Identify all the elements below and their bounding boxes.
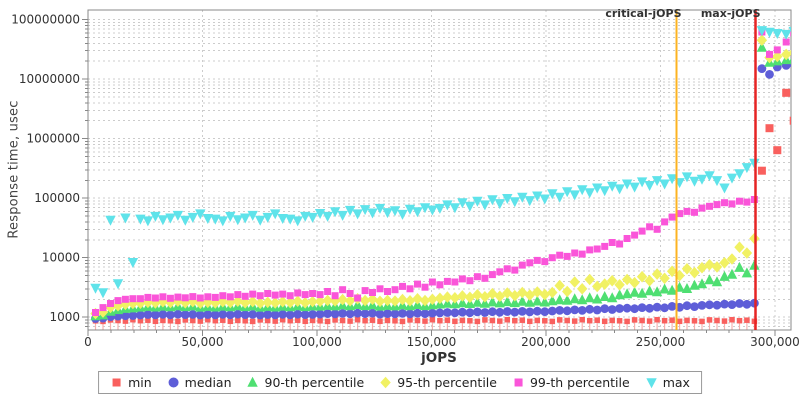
legend-item-p95: 95-th percentile — [379, 375, 497, 390]
legend-glyph-square-icon — [514, 378, 523, 387]
legend-item-median: median — [167, 375, 232, 390]
svg-text:100000000: 100000000 — [11, 13, 80, 27]
svg-text:100000: 100000 — [34, 191, 80, 205]
legend-label-median: median — [184, 375, 232, 390]
legend-label-p99: 99-th percentile — [529, 375, 630, 390]
legend: min median 90-th percentile 95-th percentil… — [98, 371, 702, 394]
legend-glyph-diamond-icon — [380, 376, 391, 389]
y-axis: 1000 10000 100000 1000000 10000000 100000000 — [11, 13, 88, 327]
svg-text:50,000: 50,000 — [181, 335, 223, 349]
series-p99 — [92, 28, 791, 316]
y-axis-label: Response time, usec — [6, 100, 22, 239]
legend-glyph-square-icon — [112, 378, 121, 387]
svg-text:250,000: 250,000 — [636, 335, 686, 349]
annotation-lines — [675, 10, 757, 330]
legend-item-max: max — [645, 375, 690, 390]
svg-text:300,000: 300,000 — [750, 335, 800, 349]
legend-item-p99: 99-th percentile — [512, 375, 630, 390]
max-jops-label: max-jOPS — [700, 7, 761, 20]
svg-text:150,000: 150,000 — [407, 335, 457, 349]
critical-jops-label: critical-jOPS — [605, 7, 682, 20]
legend-label-min: min — [128, 375, 152, 390]
svg-text:1000000: 1000000 — [27, 132, 80, 146]
series-p95 — [90, 34, 791, 320]
legend-label-p95: 95-th percentile — [397, 375, 497, 390]
series-max — [90, 26, 791, 299]
legend-glyph-triangle-up-icon — [247, 376, 259, 387]
legend-label-p90: 90-th percentile — [264, 375, 365, 390]
svg-text:10000: 10000 — [42, 251, 80, 265]
svg-text:200,000: 200,000 — [521, 335, 571, 349]
svg-text:1000: 1000 — [49, 310, 80, 324]
legend-item-min: min — [110, 375, 152, 390]
x-axis-label: jOPS — [421, 350, 457, 366]
svg-text:100,000: 100,000 — [292, 335, 342, 349]
svg-text:0: 0 — [84, 335, 92, 349]
x-axis: 0 50,000 100,000 150,000 200,000 250,000 300,0… — [84, 330, 800, 349]
legend-item-p90: 90-th percentile — [247, 375, 365, 390]
legend-glyph-triangle-down-icon — [646, 378, 657, 389]
legend-glyph-circle-icon — [168, 377, 179, 388]
legend-label-max: max — [662, 375, 690, 390]
svg-text:10000000: 10000000 — [19, 72, 80, 86]
